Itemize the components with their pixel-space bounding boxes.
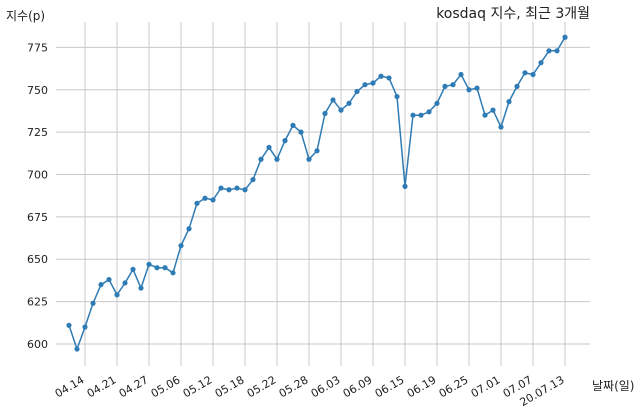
data-point (194, 200, 200, 206)
data-point (202, 195, 208, 201)
data-point (106, 276, 112, 283)
data-point (482, 112, 488, 118)
data-point (282, 138, 288, 144)
x-axis-label: 날짜(일) (592, 379, 634, 393)
data-point (66, 322, 72, 328)
data-point (322, 110, 328, 117)
data-point (490, 107, 496, 113)
x-tick-label: 07.01 (469, 373, 503, 400)
data-point (74, 346, 80, 352)
data-point (450, 82, 456, 88)
x-tick-label: 05.22 (245, 373, 279, 400)
x-tick-label: 05.06 (149, 373, 183, 400)
series-line (68, 36, 566, 352)
y-tick-label: 725 (27, 126, 48, 139)
data-point (538, 60, 544, 66)
x-tick-label: 04.27 (117, 373, 151, 400)
data-point (146, 261, 152, 267)
data-point (218, 185, 224, 191)
data-point (186, 226, 192, 232)
data-point (498, 124, 504, 130)
data-point (554, 48, 560, 54)
x-tick-label: 06.25 (437, 373, 471, 400)
data-point (114, 292, 120, 298)
data-point (290, 122, 296, 128)
data-point (410, 112, 416, 118)
y-tick-label: 700 (27, 169, 48, 182)
series-kosdaq (66, 34, 568, 352)
data-point (258, 156, 264, 162)
y-tick-label: 775 (27, 41, 48, 54)
data-point (226, 187, 232, 193)
data-point (418, 112, 424, 118)
data-point (394, 93, 400, 100)
y-tick-label: 675 (27, 211, 48, 224)
data-point (162, 265, 168, 271)
x-tick-label: 06.09 (341, 373, 375, 400)
grid (56, 22, 590, 366)
data-point (178, 243, 184, 249)
data-point (546, 48, 552, 54)
data-point (266, 144, 272, 150)
data-point (442, 83, 448, 89)
data-point (138, 285, 144, 291)
data-point (306, 156, 312, 162)
data-point (458, 71, 464, 78)
data-point (90, 300, 96, 306)
data-point (466, 87, 472, 93)
data-point (234, 185, 240, 191)
data-point (426, 109, 432, 115)
data-point (242, 187, 248, 193)
y-axis-ticks: 600 625 650 675 700 725 750 775 (27, 41, 48, 351)
y-tick-label: 600 (27, 338, 48, 351)
x-tick-label: 04.21 (85, 373, 119, 400)
data-point (98, 282, 104, 288)
y-tick-label: 625 (27, 296, 48, 309)
data-point (370, 80, 376, 86)
data-point (210, 197, 216, 203)
data-point (522, 70, 528, 76)
data-point (474, 85, 480, 91)
data-point (378, 73, 384, 79)
y-tick-label: 750 (27, 84, 48, 97)
x-tick-label: 04.14 (53, 373, 87, 400)
data-point (330, 97, 336, 103)
data-point (362, 82, 368, 88)
data-point (170, 270, 176, 276)
data-point (122, 280, 128, 286)
data-point (274, 156, 280, 162)
data-point (386, 75, 392, 81)
x-tick-label: 05.12 (181, 373, 215, 400)
data-point (506, 99, 512, 105)
x-tick-label: 06.15 (373, 373, 407, 400)
x-tick-label: 05.28 (277, 373, 311, 400)
data-point (346, 100, 352, 106)
data-point (354, 88, 360, 95)
data-point (154, 265, 160, 271)
x-tick-label: 06.03 (309, 373, 343, 400)
x-tick-label: 06.19 (405, 373, 439, 400)
data-point (562, 34, 568, 40)
data-point (130, 266, 136, 273)
data-point (530, 71, 536, 78)
x-axis-ticks: 04.1404.2104.2705.0605.1205.1805.2205.28… (53, 373, 567, 409)
data-point (82, 324, 88, 330)
data-point (250, 176, 256, 183)
data-point (314, 148, 320, 154)
data-point (434, 100, 440, 106)
chart-title: kosdaq 지수, 최근 3개월 (436, 6, 590, 22)
data-point (298, 129, 304, 135)
x-tick-label: 05.18 (213, 373, 247, 400)
data-point (402, 183, 408, 189)
y-tick-label: 650 (27, 253, 48, 266)
data-point (338, 107, 344, 113)
y-axis-label: 지수(p) (6, 9, 45, 23)
data-point (514, 83, 520, 89)
